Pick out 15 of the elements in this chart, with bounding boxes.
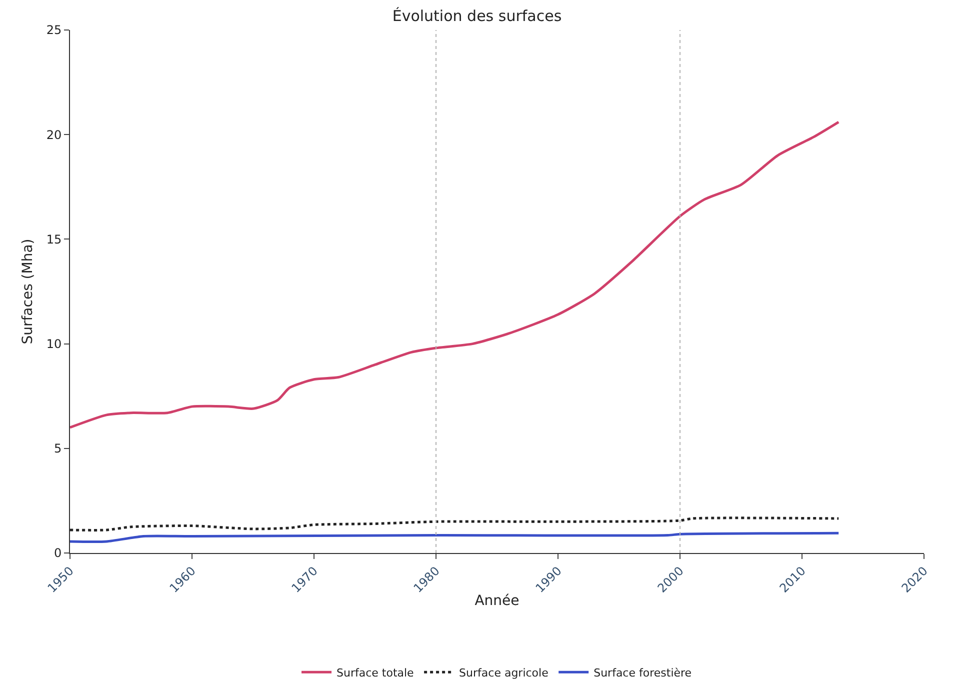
y-tick-label: 5 (54, 442, 62, 456)
legend-label: Surface agricole (459, 666, 549, 680)
legend-label: Surface totale (336, 666, 414, 680)
x-axis-title: Année (474, 593, 520, 609)
line-series (70, 120, 840, 429)
legend-label: Surface forestière (594, 666, 692, 680)
y-tick-label: 0 (54, 546, 62, 560)
y-tick-label: 25 (46, 23, 62, 38)
y-tick-label: 20 (46, 128, 62, 142)
y-axis-title: Surfaces (Mha) (20, 238, 36, 344)
line-series (70, 516, 840, 532)
chart-title: Évolution des surfaces (392, 6, 562, 25)
y-tick-label: 15 (46, 232, 62, 246)
line-series (70, 532, 840, 543)
y-tick-label: 10 (46, 337, 62, 351)
